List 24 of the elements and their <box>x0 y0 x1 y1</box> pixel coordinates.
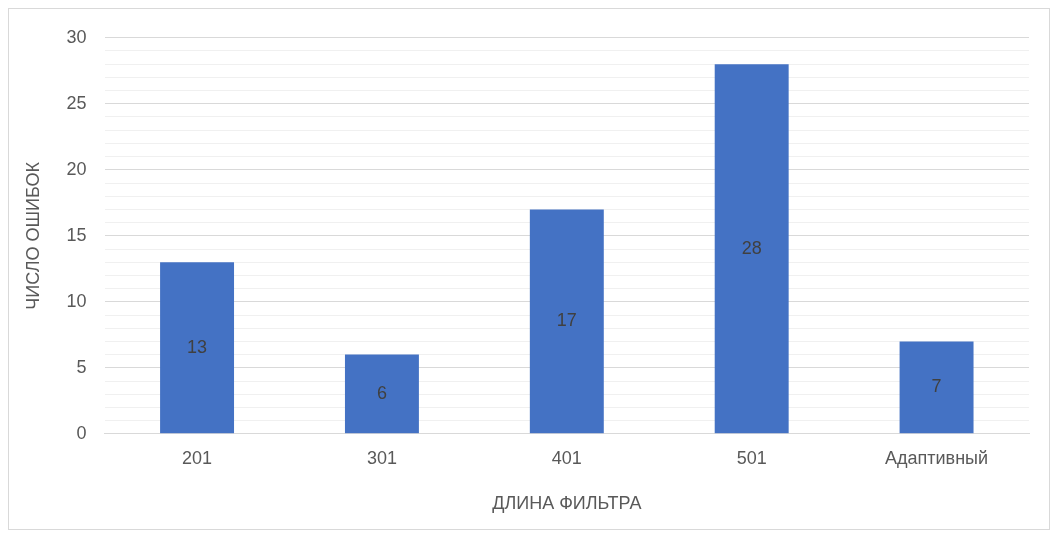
y-tick-label: 20 <box>66 158 87 179</box>
y-tick-label: 10 <box>66 290 87 311</box>
y-tick-label: 30 <box>66 26 87 47</box>
x-tick-label: 301 <box>366 447 397 468</box>
y-tick-label: 15 <box>66 224 87 245</box>
x-axis-title: ДЛИНА ФИЛЬТРА <box>492 493 642 514</box>
bar <box>529 209 604 434</box>
x-tick-label: 201 <box>182 447 213 468</box>
data-label: 13 <box>187 336 208 357</box>
y-tick-label: 5 <box>76 356 87 377</box>
data-label: 7 <box>931 376 942 397</box>
y-tick-label: 25 <box>66 92 87 113</box>
data-label: 17 <box>556 310 577 331</box>
bar <box>714 64 789 434</box>
bar <box>344 354 419 434</box>
bar <box>899 341 974 434</box>
x-tick-label: Адаптивный <box>885 447 989 468</box>
x-tick-label: 401 <box>551 447 582 468</box>
y-tick-label: 0 <box>76 422 87 443</box>
x-tick-label: 501 <box>736 447 767 468</box>
data-label: 6 <box>376 382 387 403</box>
data-label: 28 <box>741 237 762 258</box>
y-axis-title: ЧИСЛО ОШИБОК <box>22 161 43 310</box>
bar <box>160 262 235 434</box>
